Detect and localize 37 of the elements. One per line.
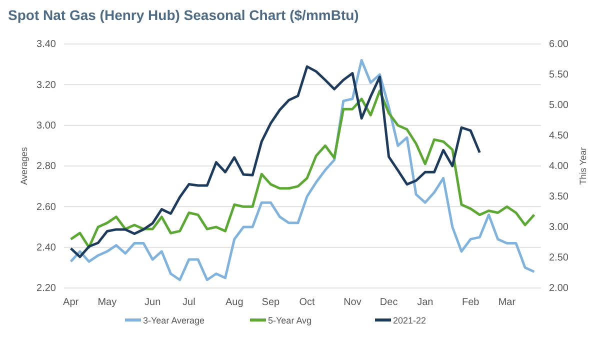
y2-tick-label: 3.00 [549,222,569,234]
y-tick-label: 3.40 [36,39,56,50]
x-tick-label: May [98,297,117,308]
line-series [70,65,481,258]
x-tick-label: Apr [63,297,80,308]
y-tick-label: 3.00 [36,120,56,132]
chart-title: Spot Nat Gas (Henry Hub) Seasonal Chart ($/mmBtu) [8,7,359,23]
y2-tick-label: 4.50 [549,130,569,142]
x-tick-label: Jan [417,297,434,308]
y-tick-label: 2.40 [36,242,56,254]
legend-label: 2021-22 [393,316,426,326]
x-tick-label: Aug [225,297,244,308]
x-tick-label: Jun [144,297,161,308]
y2-tick-label: 2.00 [549,283,569,294]
y2-axis-title: This Year [578,147,588,185]
y2-tick-label: 5.00 [549,100,569,112]
y2-tick-label: 3.50 [549,192,569,203]
legend-label: 3-Year Average [143,316,205,326]
y-tick-label: 3.20 [36,80,56,91]
x-tick-label: Dec [380,297,398,308]
y2-tick-label: 4.00 [549,161,569,172]
y-axis-title: Averages [19,146,29,185]
legend-label: 5-Year Avg [268,316,312,326]
x-tick-label: Mar [498,297,516,308]
x-tick-label: Oct [299,297,316,308]
x-tick-label: Sep [262,297,280,308]
line-series [70,90,536,249]
y-tick-label: 2.20 [36,283,56,294]
line-series [70,59,536,282]
x-tick-label: Feb [462,297,480,308]
y2-tick-label: 6.00 [549,39,569,50]
y2-tick-label: 5.50 [549,70,569,81]
y-tick-label: 2.80 [36,161,56,172]
x-tick-label: Nov [344,297,362,308]
y2-tick-label: 2.50 [549,252,569,264]
x-tick-label: Jul [182,297,196,308]
y-tick-label: 2.60 [36,202,56,213]
